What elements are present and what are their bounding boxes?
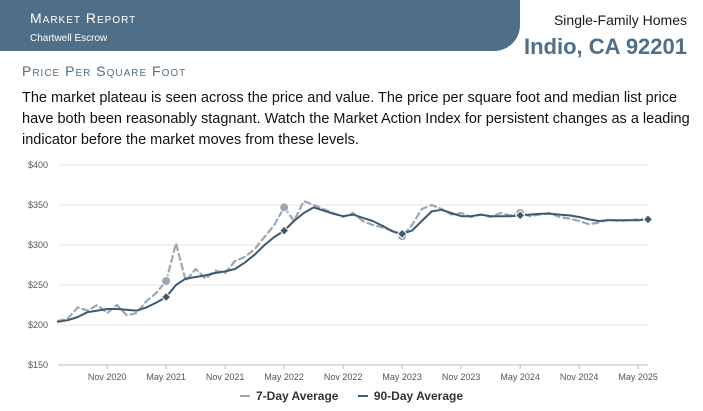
x-tick-label: May 2022 [264, 372, 304, 382]
x-tick-label: Nov 2022 [324, 372, 363, 382]
series-line-7day [56, 199, 650, 323]
x-tick-label: Nov 2023 [442, 372, 481, 382]
x-tick-label: May 2024 [500, 372, 540, 382]
marker-90day [160, 291, 172, 303]
marker-90day [514, 210, 526, 221]
y-tick-label: $250 [28, 280, 48, 290]
legend-swatch-7day [239, 394, 250, 397]
report-title: Market Report [30, 10, 137, 26]
legend-swatch-90day [357, 394, 368, 397]
x-tick-label: Nov 2024 [560, 372, 599, 382]
marker-90day [642, 214, 654, 225]
price-per-sqft-chart: $150 $200 $250 $300 $350 $400 Nov 2020 May 2021… [28, 160, 658, 382]
legend-item-7day[interactable]: 7-Day Average [239, 389, 339, 403]
y-tick-label: $350 [28, 200, 48, 210]
legend-label-7day: 7-Day Average [255, 389, 339, 403]
section-description: The market plateau is seen across the pr… [22, 90, 690, 148]
section-title: Price Per Square Foot [22, 63, 187, 79]
legend-item-90day[interactable]: 90-Day Average [357, 389, 463, 403]
series-line-90day [57, 206, 649, 323]
x-tick-label: Nov 2021 [206, 372, 245, 382]
report-banner: Market Report Chartwell Escrow [0, 0, 520, 51]
x-tick-label: May 2023 [382, 372, 422, 382]
y-tick-label: $200 [28, 320, 48, 330]
x-tick-label: May 2021 [146, 372, 186, 382]
property-type: Single-Family Homes [553, 12, 687, 28]
marker-7day [161, 276, 172, 286]
x-tick-label: Nov 2020 [88, 372, 127, 382]
y-tick-label: $300 [28, 240, 48, 250]
legend-label-90day: 90-Day Average [373, 389, 463, 403]
chart-legend: 7-Day Average 90-Day Average [0, 389, 703, 403]
marker-7day [279, 202, 290, 213]
marker-90day [396, 228, 408, 240]
y-tick-label: $400 [28, 160, 48, 170]
marker-90day [278, 225, 290, 236]
y-tick-label: $150 [28, 360, 48, 370]
location-title: Indio, CA 92201 [523, 34, 687, 59]
company-name: Chartwell Escrow [30, 33, 108, 44]
x-tick-label: May 2025 [618, 372, 658, 382]
